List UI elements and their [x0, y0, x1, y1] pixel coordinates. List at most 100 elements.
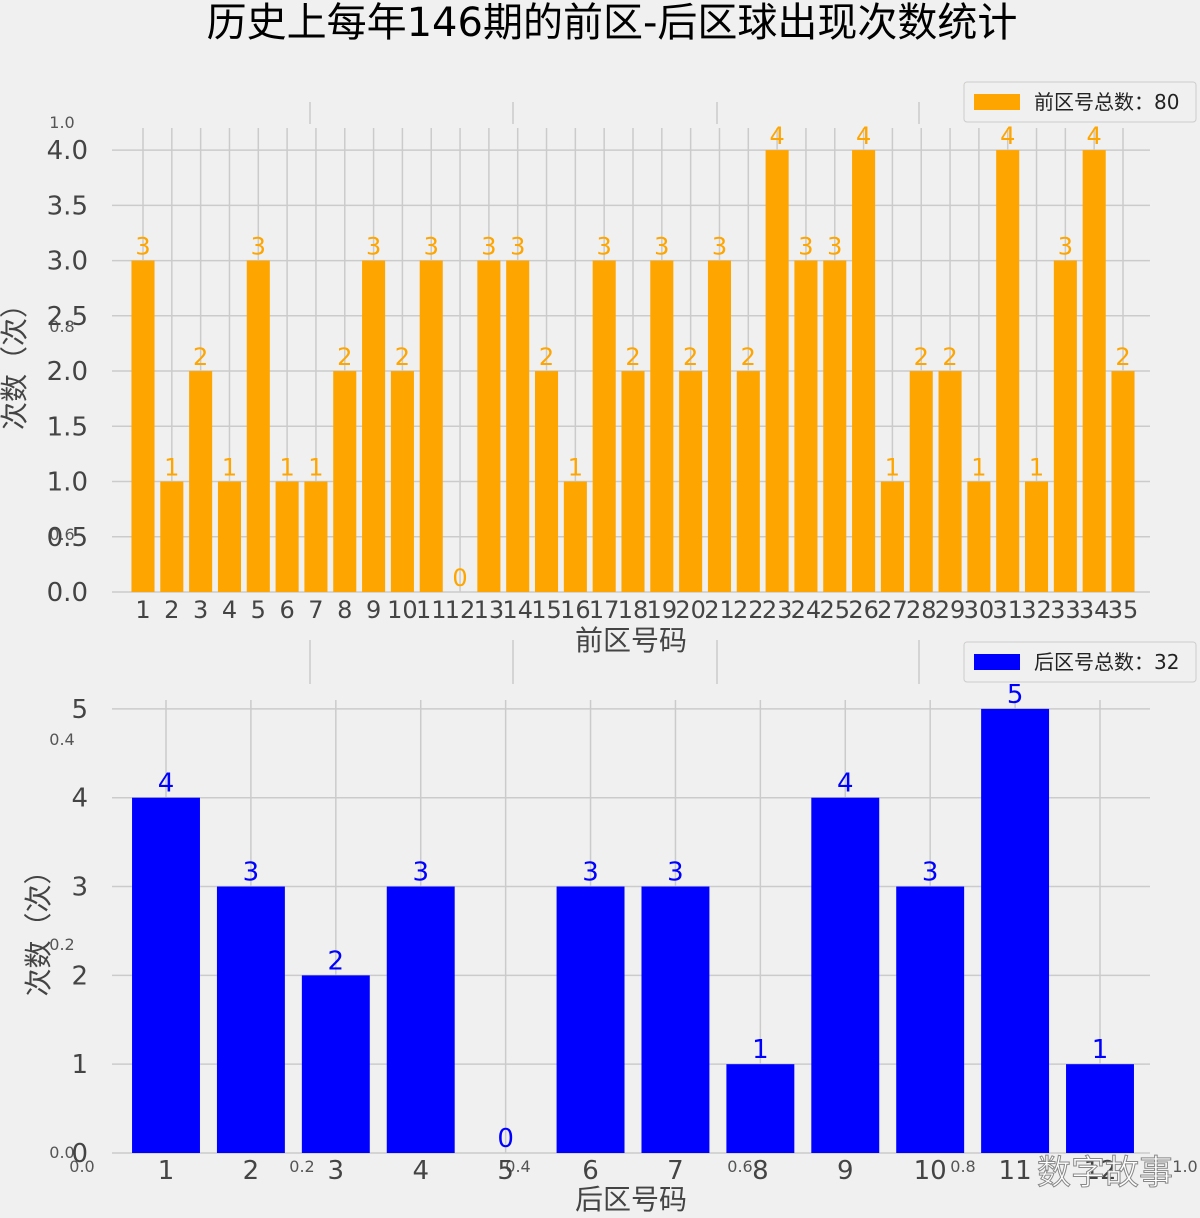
bar-value-label: 1	[279, 454, 294, 482]
bar	[679, 371, 703, 592]
x-tick-label: 33	[1050, 596, 1081, 624]
ghost-x-tick-label: 0.0	[69, 1157, 94, 1176]
y-tick-label: 0	[71, 1139, 88, 1169]
y-tick-label: 0.0	[47, 578, 88, 608]
y-tick-label: 3.0	[47, 247, 88, 277]
bar-value-label: 4	[1000, 122, 1015, 150]
bar-value-label: 3	[243, 858, 260, 888]
x-tick-label: 8	[337, 596, 352, 624]
bar-value-label: 5	[1007, 680, 1024, 710]
bar-value-label: 2	[942, 343, 957, 371]
bar	[1053, 260, 1077, 592]
y-tick-label: 4.0	[47, 136, 88, 166]
bar	[726, 1064, 795, 1153]
bar	[1025, 481, 1049, 592]
bar	[641, 886, 710, 1153]
bar	[880, 481, 904, 592]
bar-value-label: 3	[424, 233, 439, 261]
bar	[216, 886, 285, 1153]
ghost-y-tick-label: 0.6	[49, 525, 74, 544]
x-tick-label: 3	[193, 596, 208, 624]
y-tick-label: 1	[71, 1050, 88, 1080]
ghost-x-tick-label: 0.6	[727, 1157, 752, 1176]
bar-value-label: 2	[914, 343, 929, 371]
ghost-y-tick-label: 1.0	[49, 113, 74, 132]
x-axis-label: 前区号码	[575, 624, 687, 657]
x-tick-label: 12	[1083, 1156, 1116, 1186]
bar-value-label: 4	[158, 769, 175, 799]
x-tick-label: 9	[366, 596, 381, 624]
bar	[1066, 1064, 1134, 1153]
bar-value-label: 3	[654, 233, 669, 261]
y-tick-label: 2.5	[47, 302, 88, 332]
bar	[390, 371, 414, 592]
bar	[506, 260, 530, 592]
ghost-x-tick-label: 1.0	[1172, 1157, 1197, 1176]
ghost-x-tick-label: 0.2	[289, 1157, 314, 1176]
bar	[132, 797, 200, 1153]
watermark-text: 数字故事	[1037, 1153, 1173, 1193]
bar	[333, 371, 357, 592]
bar	[736, 371, 760, 592]
ghost-y-tick-label: 0.2	[49, 935, 74, 954]
bar	[301, 975, 370, 1153]
bar	[794, 260, 818, 592]
bar-value-label: 3	[510, 233, 525, 261]
bar-value-label: 3	[582, 858, 599, 888]
bar	[938, 371, 962, 592]
bar	[650, 260, 674, 592]
x-tick-label: 3	[328, 1156, 345, 1186]
bar-value-label: 1	[568, 454, 583, 482]
bar	[621, 371, 645, 592]
x-axis-label: 后区号码	[575, 1183, 687, 1214]
bar-value-label: 2	[193, 343, 208, 371]
x-tick-label: 9	[837, 1156, 854, 1186]
x-tick-label: 16	[560, 596, 591, 624]
bar-value-label: 3	[922, 858, 939, 888]
x-tick-label: 28	[906, 596, 937, 624]
x-tick-label: 12	[445, 596, 476, 624]
bar-value-label: 2	[1115, 343, 1130, 371]
bar	[896, 886, 965, 1153]
x-tick-label: 32	[1021, 596, 1052, 624]
bar-value-label: 3	[827, 233, 842, 261]
x-tick-label: 24	[791, 596, 822, 624]
bar	[217, 481, 241, 592]
bar-value-label: 3	[251, 233, 266, 261]
bar	[707, 260, 731, 592]
bar-value-label: 3	[1058, 233, 1073, 261]
x-tick-label: 20	[675, 596, 706, 624]
x-tick-label: 10	[387, 596, 418, 624]
bar	[304, 481, 328, 592]
x-tick-label: 18	[618, 596, 649, 624]
x-tick-label: 1	[158, 1156, 175, 1186]
bar-value-label: 0	[452, 564, 467, 592]
bar-value-label: 1	[971, 454, 986, 482]
bar-value-label: 2	[395, 343, 410, 371]
x-tick-label: 29	[935, 596, 966, 624]
y-tick-label: 2	[71, 961, 88, 991]
bar	[1082, 150, 1106, 592]
bar-value-label: 1	[1029, 454, 1044, 482]
bar-value-label: 3	[667, 858, 684, 888]
bar	[967, 481, 991, 592]
y-axis-label: 次数（次）	[22, 856, 55, 996]
y-tick-label: 3	[71, 873, 88, 903]
bar	[1111, 371, 1135, 592]
bar-value-label: 3	[412, 858, 429, 888]
bar	[765, 150, 789, 592]
bar-value-label: 0	[497, 1124, 514, 1154]
bar-value-label: 1	[222, 454, 237, 482]
x-tick-label: 14	[502, 596, 533, 624]
bar	[275, 481, 299, 592]
bar-value-label: 4	[856, 122, 871, 150]
ghost-x-tick-label: 0.4	[505, 1157, 530, 1176]
legend-box	[963, 81, 1197, 123]
bar	[535, 371, 559, 592]
bar-value-label: 2	[337, 343, 352, 371]
bar	[386, 886, 455, 1153]
bar-value-label: 3	[798, 233, 813, 261]
bar-value-label: 4	[769, 122, 784, 150]
